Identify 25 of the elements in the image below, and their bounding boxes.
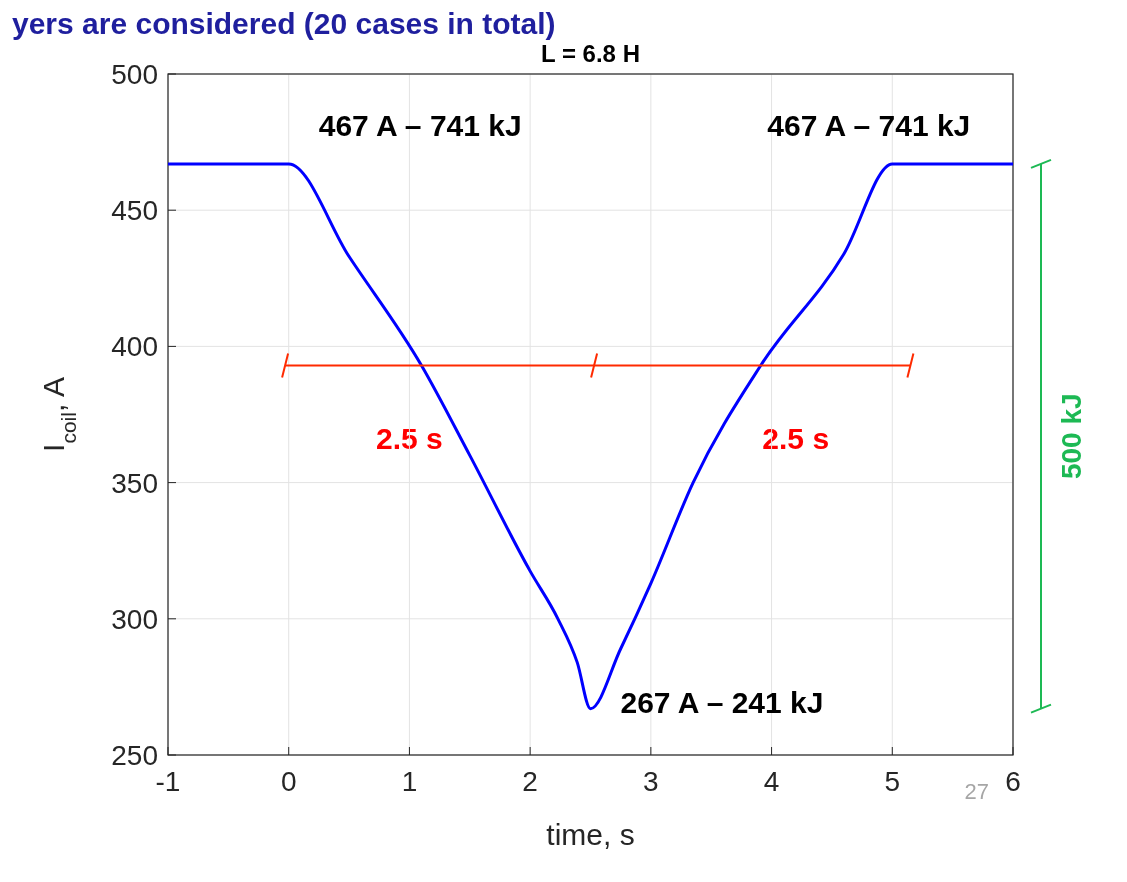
text: 500 kJ: [1056, 393, 1087, 480]
annotation: 467 A – 741 kJ: [767, 108, 971, 142]
x-tick-label: 1: [401, 766, 418, 797]
x-tick-label: 2: [522, 766, 538, 797]
x-tick-label: 6: [1005, 766, 1021, 797]
x-tick-label: -1: [155, 766, 181, 797]
y-tick-label: 400: [111, 331, 158, 363]
y-tick-label: 300: [111, 603, 158, 635]
line-series: [166, 162, 1015, 711]
annotation: 467 A – 741 kJ: [318, 108, 522, 142]
text: 27: [964, 779, 989, 804]
y-tick-label: 350: [111, 467, 158, 499]
x-tick-label: 4: [763, 766, 780, 797]
text: yers are considered (20 cases in total): [12, 7, 556, 40]
y-tick-label: 450: [111, 195, 158, 227]
y-tick-label: 500: [111, 59, 158, 90]
x-tick-label: 0: [280, 766, 297, 797]
y-tick-label: 250: [111, 740, 158, 771]
annotation: 2.5 s: [762, 422, 830, 456]
chart-title: L = 6.8 H: [541, 40, 640, 67]
annotation: 2.5 s: [376, 422, 443, 456]
x-axis-title: time, s: [546, 818, 635, 851]
annotation: 267 A – 241 kJ: [620, 685, 824, 719]
x-tick-label: 3: [643, 766, 659, 797]
x-tick-label: 5: [884, 766, 901, 797]
